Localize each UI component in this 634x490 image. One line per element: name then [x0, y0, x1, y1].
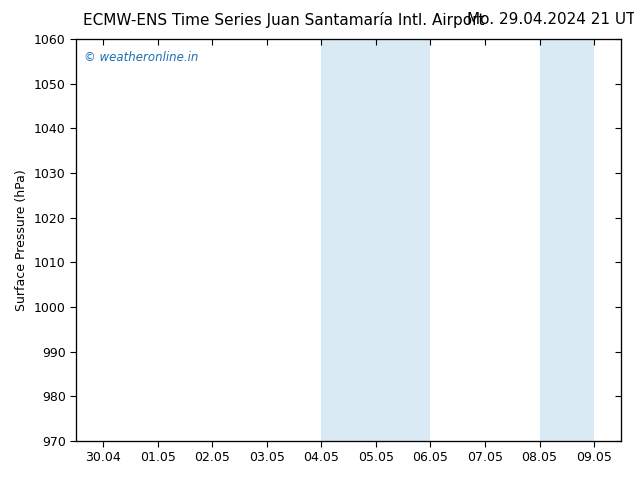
Bar — [321, 39, 376, 441]
Bar — [376, 39, 430, 441]
Text: Mo. 29.04.2024 21 UTC: Mo. 29.04.2024 21 UTC — [467, 12, 634, 27]
Text: ECMW-ENS Time Series Juan Santamaría Intl. Airport: ECMW-ENS Time Series Juan Santamaría Int… — [82, 12, 484, 28]
Y-axis label: Surface Pressure (hPa): Surface Pressure (hPa) — [15, 169, 29, 311]
Text: © weatheronline.in: © weatheronline.in — [84, 51, 198, 64]
Bar — [540, 39, 594, 441]
